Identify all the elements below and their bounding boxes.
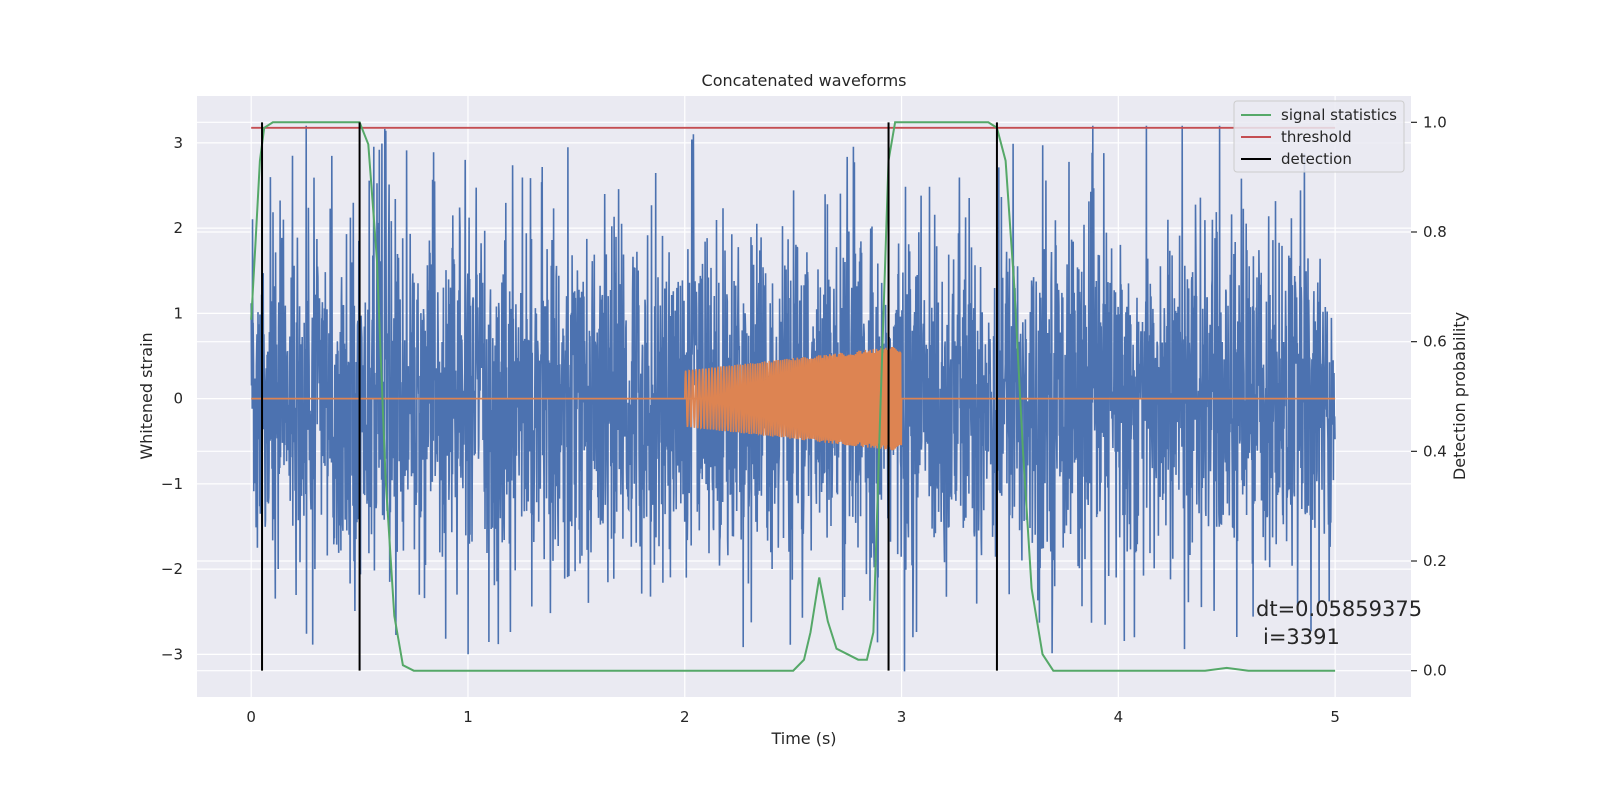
x-tick-label: 4 (1114, 708, 1124, 726)
legend: signal statistics threshold detection (1233, 100, 1405, 173)
injected-signal-series (684, 346, 903, 451)
y-right-tick-label: 0.2 (1423, 552, 1447, 570)
legend-label-threshold: threshold (1281, 128, 1352, 146)
y-left-tick-label: 3 (173, 134, 183, 152)
x-tick-labels: 0 1 2 3 4 5 (246, 708, 1339, 726)
signal-statistics-line (250, 121, 1336, 672)
y-left-tick-label: 1 (173, 304, 183, 322)
annotation-dt: dt=0.05859375 (1256, 597, 1422, 621)
legend-box (1233, 100, 1405, 173)
y-right-tick-label: 0.4 (1423, 442, 1447, 460)
y-left-tick-labels: 3 2 1 0 −1 −2 −3 (161, 134, 183, 663)
x-tick-label: 0 (246, 708, 256, 726)
x-axis-label: Time (s) (770, 729, 836, 748)
x-tick-label: 2 (680, 708, 690, 726)
y-left-tick-label: −1 (161, 475, 183, 493)
x-tick-label: 5 (1330, 708, 1340, 726)
y-left-tick-label: −3 (161, 645, 183, 663)
x-tick-label: 3 (897, 708, 907, 726)
detection-lines (261, 122, 998, 671)
y-axis-right-label: Detection probability (1450, 312, 1469, 480)
legend-label-detection: detection (1281, 150, 1352, 168)
legend-label-signal-statistics: signal statistics (1281, 106, 1397, 124)
y-left-tick-label: 2 (173, 219, 183, 237)
y-axis-left-label: Whitened strain (137, 332, 156, 459)
y-left-tick-label: 0 (173, 390, 183, 408)
y-right-tick-label: 0.0 (1423, 662, 1447, 680)
x-tick-label: 1 (463, 708, 473, 726)
y-right-tick-label: 1.0 (1423, 113, 1447, 131)
annotation-index: i=3391 (1263, 625, 1340, 649)
y-right-tick-label: 0.6 (1423, 333, 1447, 351)
y-right-tick-label: 0.8 (1423, 223, 1447, 241)
chart-title: Concatenated waveforms (702, 71, 907, 90)
y-left-tick-label: −2 (161, 560, 183, 578)
y-right-tick-labels: 1.0 0.8 0.6 0.4 0.2 0.0 (1411, 113, 1447, 680)
